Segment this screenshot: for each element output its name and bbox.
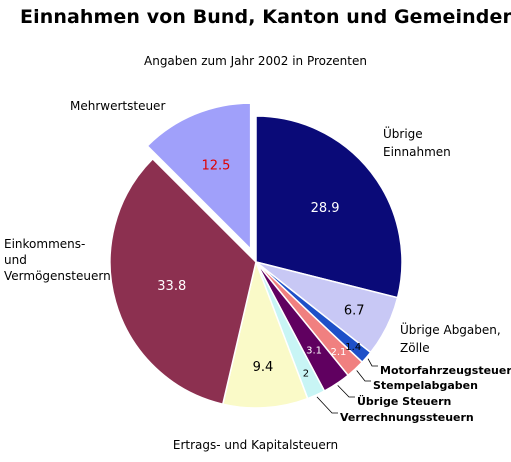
value-mehrwertsteuer: 12.5 (201, 158, 230, 173)
value-stempelabgaben: 2.1 (331, 347, 347, 358)
value-uebrige-einnahmen: 28.9 (311, 201, 340, 216)
slice-ertrags-kapitalsteuern (221, 259, 309, 409)
slice-uebrige-einnahmen (255, 115, 403, 299)
value-ertrags-kapitalsteuern: 9.4 (253, 360, 274, 375)
slice-mehrwertsteuer (146, 102, 252, 251)
leader-line (367, 358, 378, 367)
label-verrechnungssteuern: Verrechnungssteuern (340, 411, 474, 424)
label-einkommen-1: Einkommens- (4, 237, 85, 251)
label-stempelabgaben: Stempelabgaben (373, 379, 478, 392)
value-uebrige-steuern: 3.1 (306, 346, 322, 357)
label-uebrige-abgaben-1: Übrige Abgaben, (400, 321, 501, 337)
value-verrechnungssteuern: 2 (303, 368, 309, 379)
leader-line (356, 370, 371, 382)
label-uebrige-einnahmen-1: Übrige (383, 125, 423, 141)
value-einkommens-und-vermoegensteuern: 33.8 (157, 279, 186, 294)
label-einkommen-2: und (4, 253, 27, 267)
label-uebrige-abgaben-2: Zölle (400, 341, 430, 355)
label-mehrwertsteuer: Mehrwertsteuer (70, 99, 165, 113)
label-motorfahrzeugsteuern: Motorfahrzeugsteuern (380, 364, 511, 377)
label-uebrige-steuern: Übrige Steuern (357, 394, 451, 408)
slice-einkommens-und-vermoegensteuern (109, 157, 257, 406)
leader-line (337, 385, 355, 398)
value-uebrige-abgaben-zoelle: 6.7 (344, 303, 365, 318)
label-uebrige-einnahmen-2: Einnahmen (383, 145, 451, 159)
chart-title: Einnahmen von Bund, Kanton und Gemeinden (20, 6, 511, 28)
chart-caption: Ertrags- und Kapitalsteuern (172, 438, 339, 452)
chart-subtitle: Angaben zum Jahr 2002 in Prozenten (144, 54, 367, 68)
label-einkommen-3: Vermögensteuern (4, 269, 111, 283)
leader-line (316, 396, 338, 414)
value-motorfahrzeugsteuern: 1.4 (345, 342, 361, 353)
